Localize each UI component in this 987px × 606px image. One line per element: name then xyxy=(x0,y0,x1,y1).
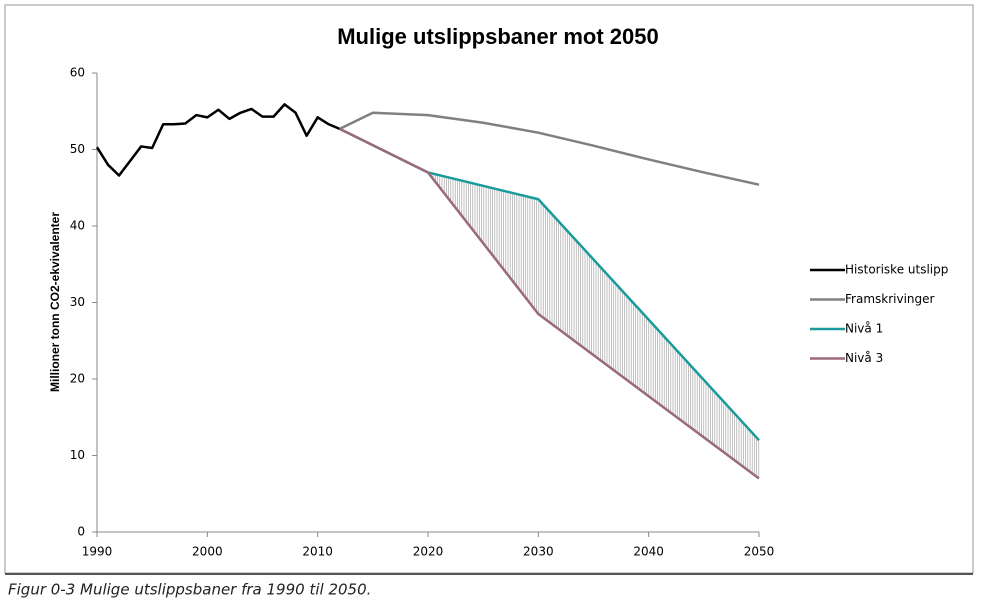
x-tick-label: 1990 xyxy=(82,545,113,559)
chart-title: Mulige utslippsbaner mot 2050 xyxy=(337,24,659,49)
chart-frame xyxy=(4,4,974,574)
y-tick-label: 10 xyxy=(70,448,85,462)
legend-label: Framskrivinger xyxy=(845,292,935,306)
y-axis-label: Millioner tonn CO2-ekvivalenter xyxy=(48,212,62,392)
x-tick-label: 2030 xyxy=(523,545,554,559)
y-tick-label: 50 xyxy=(70,142,85,156)
legend-label: Historiske utslipp xyxy=(845,263,948,277)
hatch-area xyxy=(430,173,760,479)
x-tick-label: 2040 xyxy=(633,545,664,559)
y-tick-label: 60 xyxy=(70,66,85,80)
y-tick-label: 40 xyxy=(70,219,85,233)
x-tick-label: 2020 xyxy=(413,545,444,559)
x-tick-label: 2050 xyxy=(744,545,775,559)
legend-label: Nivå 3 xyxy=(845,351,883,365)
series-line xyxy=(95,103,341,177)
x-tick-label: 2000 xyxy=(192,545,223,559)
legend-label: Nivå 1 xyxy=(845,322,883,336)
series-line xyxy=(339,111,760,186)
series-line xyxy=(339,127,760,480)
caption: Figur 0-3 Mulige utslippsbaner fra 1990 … xyxy=(8,581,371,599)
y-tick-label: 20 xyxy=(70,372,85,386)
y-tick-label: 30 xyxy=(70,295,85,309)
y-tick-label: 0 xyxy=(77,525,85,539)
x-tick-label: 2010 xyxy=(302,545,333,559)
